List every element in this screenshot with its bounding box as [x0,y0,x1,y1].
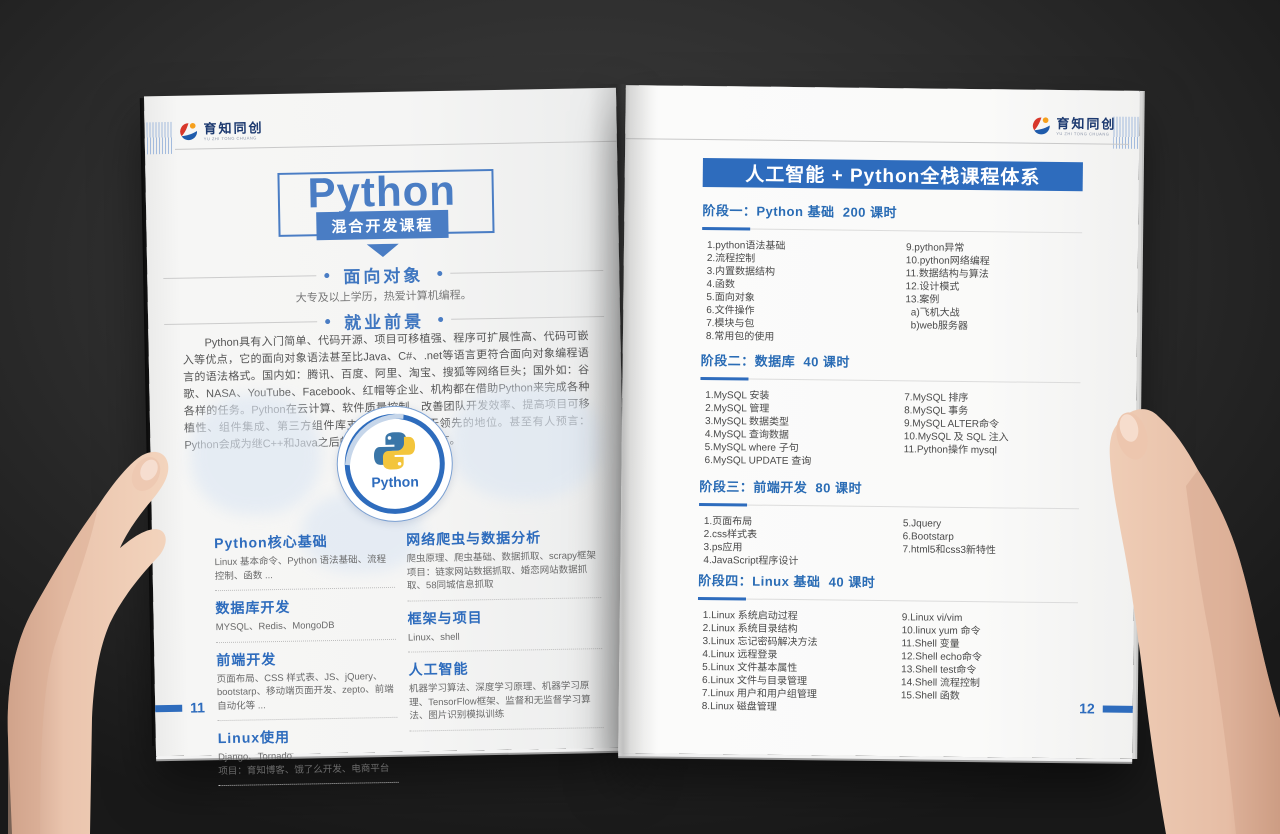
stage-rule-accent [702,226,751,231]
list-item: 15.Shell 函数 [900,690,960,702]
column-lines: Linux 基本命令、Python 语法基础、流程控制、函数 ... [214,553,394,583]
brand-swirl-icon [1032,117,1050,135]
arrow-down-icon [366,243,399,258]
brand-tagline: YU ZHI TONG CHUANG [203,134,257,141]
python-label: Python [371,473,419,491]
stage-rule [697,596,1078,604]
column-block: 网络爬虫与数据分析 爬虫原理、爬虫基础、数据抓取、scrapy框架 项目：链家网站… [405,526,602,602]
right-hand [1109,409,1280,834]
curriculum-column-left: Python核心基础 Linux 基本命令、Python 语法基础、流程控制、函… [214,529,399,793]
thumbnail [1119,414,1139,442]
stage-title: 阶段四：Linux 基础 40 课时 [698,572,876,590]
stage-rule-accent [699,502,748,507]
list-item: 项目：链家网站数据抓取、婚恋网站数据抓取、58同城信息抓取 [406,563,588,592]
stage-list-left: 1.python语法基础 2.流程控制 3.内置数据结构 4.函数 5.面向对象 6.文件… [701,239,906,345]
pinstripe-decoration [146,121,174,155]
python-logo-circle: Python [335,404,454,523]
header-rule [625,138,1130,145]
left-hand [7,451,169,834]
stage-rule [702,226,1083,234]
page-right: 育知同创 YU ZHI TONG CHUANG 人工智能 + Python全栈课… [618,85,1140,759]
open-brochure: 育知同创 YU ZHI TONG CHUANG Python 混合开发课程 面向… [143,84,1140,787]
column-block: 数据库开发 MYSQL、Redis、MongoDB [215,594,396,643]
column-title: 框架与项目 [407,608,483,627]
list-item: Linux 基本命令、Python 语法基础、流程控制、函数 ... [214,554,387,582]
audience-heading: 面向对象 [343,266,424,287]
stage-section-3: 阶段三：前端开发 80 课时 1.页面布局 2.css样式表 3.ps应用 4.Jav… [698,476,1080,571]
column-title: 人工智能 [408,660,469,678]
stage-title: 阶段二：数据库 40 课时 [700,352,851,370]
stage-list-left: 1.MySQL 安装 2.MySQL 管理 3.MySQL 数据类型 4.MySQL … [699,389,904,469]
column-lines: MYSQL、Redis、MongoDB [216,618,396,635]
list-item: 项目：育知博客、饿了么开发、电商平台 [218,762,390,777]
stage-list-right: 7.MySQL 排序 8.MySQL 事务 9.MySQL ALTER命令 10.My… [903,391,1075,471]
page-left: 育知同创 YU ZHI TONG CHUANG Python 混合开发课程 面向… [143,87,629,787]
column-title: 数据库开发 [215,598,291,617]
world-map-watermark [449,383,602,501]
column-block: Linux使用 Django、Tornado 项目：育知博客、饿了么开发、电商平台 [217,724,399,787]
column-lines: 机器学习算法、深度学习原理、机器学习原理、TensorFlow框架、监督和无监督… [409,679,604,723]
stage-list-right: 9.Linux vi/vim 10.linux yum 命令 11.Shell 变量… [901,611,1073,717]
dot-icon [437,270,443,277]
brand-name: 育知同创 [203,119,264,136]
dot-icon [438,316,444,323]
brand-tagline: YU ZHI TONG CHUANG [1056,130,1110,137]
stage-title: 阶段一：Python 基础 200 课时 [702,202,898,221]
stage-rule-accent [700,376,749,381]
stage-section-2: 阶段二：数据库 40 课时 1.MySQL 安装 2.MySQL 管理 3.MySQ… [699,350,1081,471]
world-map-watermark [189,393,322,516]
stage-title: 阶段三：前端开发 80 课时 [699,478,863,496]
list-item: 8.常用包的使用 [705,331,775,343]
stage-rule [699,502,1080,510]
column-title: 前端开发 [216,650,277,668]
brand-swirl-icon [180,122,197,141]
column-block: 人工智能 机器学习算法、深度学习原理、机器学习原理、TensorFlow框架、监… [408,656,604,732]
list-item: 3.内置数据结构 [706,266,776,278]
column-block: 框架与项目 Linux、shell [407,604,603,653]
list-item: 6.MySQL UPDATE 查询 [704,455,812,468]
list-item: 8.Linux 磁盘管理 [701,701,777,713]
list-item: 机器学习算法、深度学习原理、机器学习原理、TensorFlow框架、监督和无监督… [408,680,591,722]
column-title: Linux使用 [217,728,291,747]
list-item: 4.JavaScript程序设计 [703,555,799,568]
brand-logo: 育知同创 YU ZHI TONG CHUANG [178,119,264,142]
column-block: Python核心基础 Linux 基本命令、Python 语法基础、流程控制、函… [214,529,396,592]
curriculum-column-right: 网络爬虫与数据分析 爬虫原理、爬虫基础、数据抓取、scrapy框架 项目：链家网站… [405,526,604,738]
column-lines: 爬虫原理、爬虫基础、数据抓取、scrapy框架 项目：链家网站数据抓取、婚恋网站数… [406,549,601,593]
list-item: Linux、shell [407,631,460,644]
column-title: 网络爬虫与数据分析 [406,529,542,548]
stage-list-right: 5.Jquery 6.Bootstarp 7.html5和css3新特性 [902,517,1074,571]
dot-icon [325,319,331,325]
stage-rule-accent [697,596,747,601]
brand-name: 育知同创 [1056,115,1117,132]
list-item: 7.html5和css3新特性 [902,544,996,557]
stage-section-1: 阶段一：Python 基础 200 课时 1.python语法基础 2.流程控制 3… [701,200,1083,347]
python-icon [373,432,416,470]
column-lines: 页面布局、CSS 样式表、JS、jQuery、bootstarp、移动端页面开发… [217,669,398,713]
stage-list-left: 1.页面布局 2.css样式表 3.ps应用 4.JavaScript程序设计 [698,515,903,569]
column-lines: Django、Tornado 项目：育知博客、饿了么开发、电商平台 [218,748,398,778]
list-item: b)web服务器 [905,320,968,333]
header-rule [174,140,617,150]
brand-logo: 育知同创 YU ZHI TONG CHUANG [1031,115,1117,137]
title-badge: 混合开发课程 [316,209,449,241]
list-item: MYSQL、Redis、MongoDB [215,619,335,634]
column-block: 前端开发 页面布局、CSS 样式表、JS、jQuery、bootstarp、移动… [216,646,398,722]
column-title: Python核心基础 [214,533,328,552]
prospect-heading: 就业前景 [344,312,425,333]
course-banner: 人工智能 + Python全栈课程体系 [702,157,1083,192]
list-item: 页面布局、CSS 样式表、JS、jQuery、bootstarp、移动端页面开发… [216,670,394,712]
stage-section-4: 阶段四：Linux 基础 40 课时 1.Linux 系统启动过程 2.Linux… [697,570,1079,717]
stage-list-left: 1.Linux 系统启动过程 2.Linux 系统目录结构 3.Linux 忘记密码… [697,609,902,715]
column-lines: Linux、shell [408,628,602,645]
thumbnail [140,459,158,481]
list-item: 11.Python操作 mysql [903,444,997,457]
stage-list-right: 9.python异常 10.python网络编程 11.数据结构与算法 12.设计模式… [905,241,1077,347]
dot-icon [324,273,330,279]
stage-rule [700,376,1081,384]
